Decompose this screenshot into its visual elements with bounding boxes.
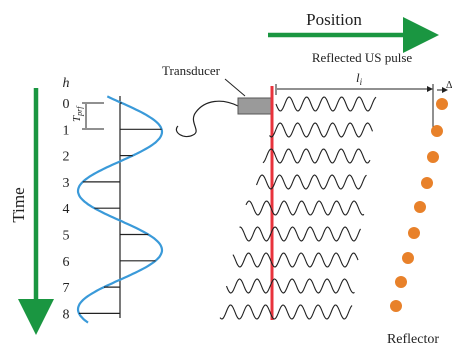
reflector-dot: [421, 177, 433, 189]
t-prf-label: T: [71, 115, 83, 122]
delta-label: Δ: [446, 80, 452, 91]
t-prf-bracket: Tprf: [71, 102, 104, 130]
reflected-wave-row: [219, 304, 353, 320]
distance-label: li: [356, 70, 363, 87]
time-index-label: 6: [63, 255, 70, 270]
time-index-label: 8: [63, 307, 70, 322]
reflected-wave-row: [269, 122, 374, 138]
t-prf-subscript: prf: [75, 105, 84, 117]
reflector-dot: [390, 300, 402, 312]
reflector-dot: [402, 252, 414, 264]
reflector-dots: [390, 98, 448, 312]
doppler-sine-wave: [76, 95, 164, 324]
time-index-label: 0: [63, 97, 70, 112]
reflector-dot: [431, 125, 443, 137]
transducer-probe: [237, 97, 273, 115]
time-index-label: 3: [63, 176, 70, 191]
reflector-dot: [427, 151, 439, 163]
reflector-dot: [414, 201, 426, 213]
position-label: Position: [306, 10, 362, 29]
reflected-wave-row: [245, 200, 365, 216]
reflected-wave-row: [262, 148, 371, 164]
svg-text:Tprf: Tprf: [71, 105, 84, 122]
reflected-wave-row: [255, 174, 367, 190]
time-index-label: 1: [63, 123, 70, 138]
reflected-waves: [219, 96, 377, 320]
reflected-wave-row: [225, 278, 355, 294]
distance-l-subscript: i: [360, 77, 363, 87]
time-index-labels: 0 1 2 3 4 5 6 7 8: [63, 97, 70, 322]
reflected-wave-row: [275, 96, 377, 112]
distance-l-text: l: [356, 70, 360, 85]
time-index-label: 5: [63, 229, 70, 244]
time-index-label: 2: [63, 150, 70, 165]
transducer-cable: [175, 100, 239, 138]
reflector-dot: [395, 276, 407, 288]
transducer-pointer: [224, 78, 246, 97]
reflected-pulse-label: Reflected US pulse: [312, 50, 413, 65]
reflector-label: Reflector: [387, 332, 439, 347]
time-label: Time: [9, 187, 28, 222]
h-axis-label: h: [63, 76, 70, 91]
reflected-wave-row: [239, 226, 361, 242]
reflector-dot: [436, 98, 448, 110]
time-index-label: 7: [63, 281, 70, 296]
time-index-label: 4: [63, 202, 70, 217]
transducer-label: Transducer: [162, 63, 221, 78]
reflected-wave-row: [232, 252, 359, 268]
sample-stems: [78, 102, 162, 314]
reflector-dot: [408, 227, 420, 239]
